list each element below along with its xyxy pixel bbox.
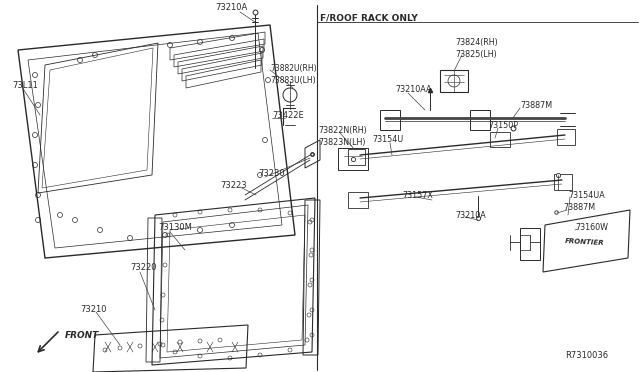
Text: 73210A: 73210A [455,211,486,219]
Text: 73887M: 73887M [520,100,552,109]
Text: 73157X: 73157X [402,190,433,199]
Text: 73154U: 73154U [372,135,403,144]
Text: 73822N(RH): 73822N(RH) [318,125,367,135]
Text: 73882U(RH): 73882U(RH) [270,64,317,73]
Text: 73823N(LH): 73823N(LH) [318,138,365,147]
Text: 73210A: 73210A [215,3,247,13]
Text: 73422E: 73422E [272,110,304,119]
Text: 73210AA: 73210AA [395,86,431,94]
Text: 73160W: 73160W [575,222,608,231]
Text: 73230: 73230 [258,170,285,179]
Text: 73L11: 73L11 [12,80,38,90]
Text: 73223: 73223 [220,180,246,189]
Text: 73824(RH): 73824(RH) [455,38,498,46]
Text: FRONTIER: FRONTIER [565,238,605,246]
Text: 73154UA: 73154UA [568,190,605,199]
Text: 73150P: 73150P [488,122,518,131]
Text: 73210: 73210 [80,305,106,314]
Text: 73130M: 73130M [158,224,192,232]
Text: 73220: 73220 [130,263,157,273]
Text: 73825(LH): 73825(LH) [455,49,497,58]
Text: FRONT: FRONT [65,330,99,340]
Text: 73883U(LH): 73883U(LH) [270,76,316,84]
Text: 73887M: 73887M [563,203,595,212]
Text: R7310036: R7310036 [565,350,608,359]
Text: F/ROOF RACK ONLY: F/ROOF RACK ONLY [320,13,418,22]
